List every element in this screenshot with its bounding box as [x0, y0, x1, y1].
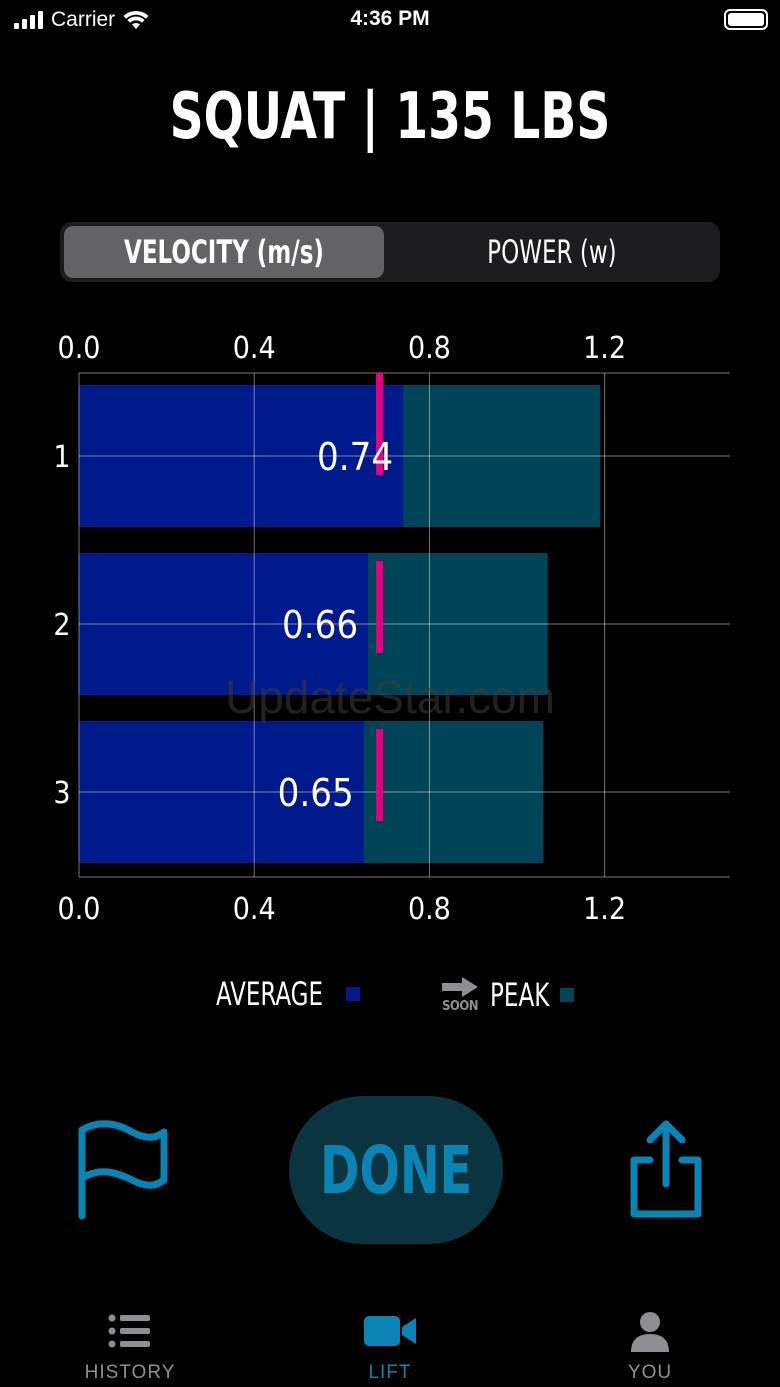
chart-legend: AVERAGE SOON PEAK	[0, 975, 780, 1025]
legend-average-swatch	[345, 987, 360, 1001]
x-tick-label-bottom: 0.4	[233, 892, 276, 927]
segment-velocity[interactable]: VELOCITY (m/s)	[64, 226, 384, 278]
list-icon	[108, 1314, 150, 1348]
velocity-chart: 0.74 0.66 0.65 1 2 3 0.0 0.0 0.4 0.4 0.8 0.8 1.2 1.2	[0, 320, 780, 940]
x-tick-label-bottom: 1.2	[583, 892, 626, 927]
wifi-icon	[123, 10, 149, 29]
legend-average-label: AVERAGE	[216, 975, 324, 1013]
metric-segmented-control: VELOCITY (m/s) POWER (w)	[60, 222, 720, 282]
x-tick-label-bottom: 0.0	[58, 892, 101, 927]
page-title: SQUAT | 135 LBS	[169, 80, 611, 154]
row-label: 1	[53, 440, 70, 475]
signal-icon	[14, 11, 43, 29]
tab-lift-label: LIFT	[368, 1362, 412, 1383]
done-label: DONE	[319, 1131, 473, 1209]
status-bar: Carrier 4:36 PM	[0, 0, 780, 40]
average-bar	[79, 721, 364, 863]
soon-label: SOON	[441, 999, 479, 1014]
tab-bar: HISTORY LIFT YOU	[0, 1290, 780, 1387]
x-tick-label-top: 0.0	[58, 331, 101, 366]
video-camera-icon	[364, 1316, 416, 1346]
share-icon	[630, 1120, 702, 1218]
bar-value-label: 0.65	[278, 771, 354, 815]
x-tick-label-top: 0.4	[233, 331, 276, 366]
legend-peak-swatch	[560, 988, 575, 1002]
flag-icon	[78, 1120, 168, 1220]
legend-average: AVERAGE	[216, 975, 360, 1013]
bar-value-label: 0.66	[282, 603, 358, 647]
share-button[interactable]	[624, 1120, 708, 1220]
status-left: Carrier	[14, 6, 149, 34]
row-label: 2	[53, 608, 70, 643]
average-bar	[79, 553, 369, 695]
tab-history-label: HISTORY	[84, 1362, 176, 1383]
x-tick-label-top: 1.2	[583, 331, 626, 366]
flag-button[interactable]	[74, 1120, 170, 1220]
done-button[interactable]: DONE	[289, 1096, 503, 1244]
x-tick-label-bottom: 0.8	[408, 892, 451, 927]
x-tick-label-top: 0.8	[408, 331, 451, 366]
marker-line	[376, 729, 384, 821]
status-time: 4:36 PM	[350, 7, 430, 30]
marker-line	[376, 561, 384, 653]
legend-peak: SOON PEAK	[440, 975, 575, 1015]
soon-badge: SOON	[440, 975, 480, 1015]
velocity-chart-svg: 0.74 0.66 0.65 1 2 3 0.0 0.0 0.4 0.4 0.8 0.8 1.2 1.2	[53, 331, 730, 927]
bar-value-label: 0.74	[317, 435, 393, 479]
tab-lift[interactable]: LIFT	[290, 1290, 490, 1387]
tab-you-label: YOU	[627, 1362, 673, 1383]
legend-peak-label: PEAK	[490, 976, 550, 1014]
average-bar	[79, 385, 404, 527]
marker-line	[376, 373, 384, 475]
battery-icon	[724, 9, 768, 30]
segment-power[interactable]: POWER (w)	[487, 233, 617, 271]
tab-history[interactable]: HISTORY	[30, 1290, 230, 1387]
tab-you[interactable]: YOU	[550, 1290, 750, 1387]
arrow-right-icon	[442, 977, 478, 997]
person-icon	[631, 1312, 669, 1352]
row-label: 3	[53, 776, 70, 811]
carrier-label: Carrier	[51, 8, 116, 31]
